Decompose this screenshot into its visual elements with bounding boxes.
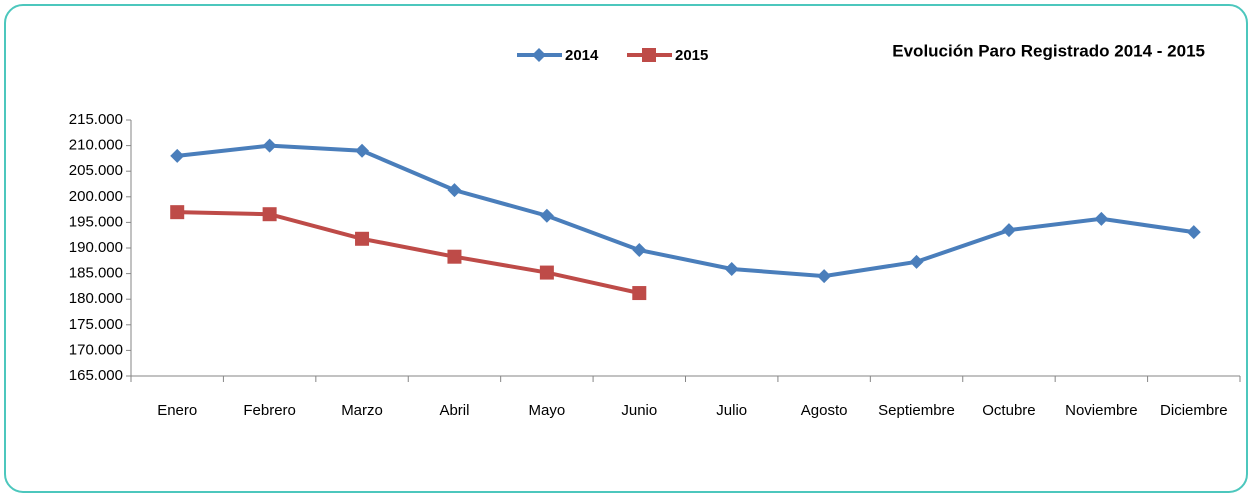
y-tick-label: 185.000 (69, 265, 123, 282)
data-point (355, 231, 370, 246)
y-tick-label: 165.000 (69, 367, 123, 384)
data-point (170, 148, 185, 163)
series-line (176, 143, 1195, 279)
data-point (632, 286, 647, 301)
x-tick-label: Febrero (243, 402, 296, 419)
data-point (262, 207, 277, 222)
data-point (724, 261, 739, 276)
legend-label: 2014 (565, 47, 599, 64)
x-tick-label: Septiembre (878, 402, 955, 419)
x-tick-label: Diciembre (1160, 402, 1228, 419)
x-tick-label: Julio (716, 402, 747, 419)
x-tick-label: Abril (439, 402, 469, 419)
data-point (447, 183, 462, 198)
data-point (632, 243, 647, 258)
data-point (1186, 225, 1201, 240)
series-line (177, 210, 640, 296)
x-tick-label: Junio (621, 402, 657, 419)
data-point (909, 254, 924, 269)
legend-marker (642, 48, 656, 62)
data-point (539, 265, 554, 280)
x-tick-label: Octubre (982, 402, 1035, 419)
data-point (817, 269, 832, 284)
data-point (170, 205, 185, 220)
data-point (447, 249, 462, 264)
legend-marker (532, 48, 546, 62)
y-tick-label: 205.000 (69, 162, 123, 179)
y-tick-label: 200.000 (69, 188, 123, 205)
data-point (1001, 223, 1016, 238)
y-tick-label: 180.000 (69, 290, 123, 307)
y-tick-label: 170.000 (69, 341, 123, 358)
x-tick-label: Marzo (341, 402, 383, 419)
chart-frame (4, 4, 1248, 493)
data-point (1094, 211, 1109, 226)
y-tick-label: 175.000 (69, 316, 123, 333)
x-tick-label: Agosto (801, 402, 848, 419)
data-point (539, 208, 554, 223)
chart-title: Evolución Paro Registrado 2014 - 2015 (892, 41, 1205, 60)
x-tick-label: Mayo (529, 402, 566, 419)
y-tick-label: 195.000 (69, 213, 123, 230)
x-tick-label: Noviembre (1065, 402, 1138, 419)
legend-label: 2015 (675, 47, 708, 64)
data-point (355, 143, 370, 158)
y-tick-label: 210.000 (69, 137, 123, 154)
data-point (262, 138, 277, 153)
x-tick-label: Enero (157, 402, 197, 419)
y-tick-label: 190.000 (69, 239, 123, 256)
y-tick-label: 215.000 (69, 111, 123, 128)
